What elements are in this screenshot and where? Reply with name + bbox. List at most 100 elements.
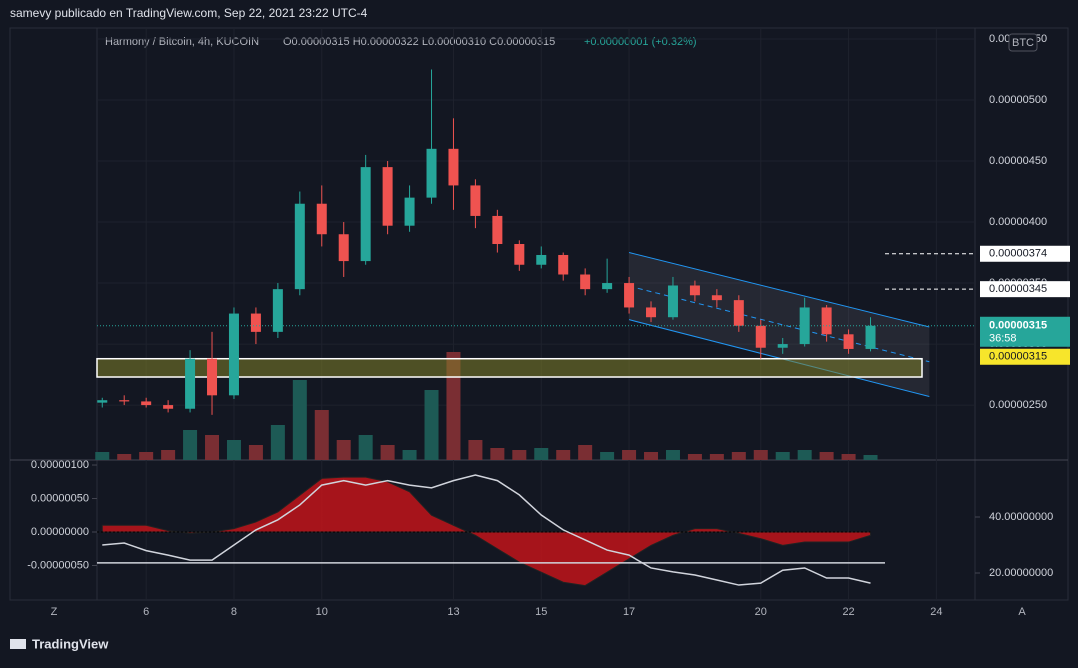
price-label: 0.00000374 [989,248,1047,260]
volume-bar [292,380,307,460]
button-a[interactable]: A [1018,606,1026,618]
y-tick-label: -0.00000050 [27,559,89,571]
candle-body [382,167,393,226]
volume-bar [314,410,329,460]
volume-bar [139,452,154,460]
candle-body [711,295,722,301]
candle-body [777,344,788,348]
candle-body [294,203,305,290]
volume-bar [402,450,417,460]
volume-bar [270,425,285,460]
currency-badge [1008,33,1038,52]
last-price-box [980,316,1070,347]
price-label-box [980,281,1070,298]
y-tick-label: 0.00000100 [31,459,89,471]
candle-body [426,148,437,198]
volume-bar [183,430,198,460]
candle-body [536,254,547,265]
volume-bar [775,452,790,460]
candle-body [272,289,283,332]
candle-body [733,300,744,326]
volume-bar [205,435,220,460]
volume-bar [248,445,263,460]
x-tick-label: 6 [143,606,149,618]
volume-bar [117,454,132,460]
y-tick-label: 0.00000250 [989,399,1047,411]
volume-bar [687,454,702,460]
volume-bar [600,452,615,460]
candle-body [207,358,218,396]
candle-body [448,148,459,186]
candle-body [799,307,810,345]
volume-bar [753,450,768,460]
logo: TradingView [10,636,109,651]
button-z[interactable]: Z [51,606,58,618]
change: +0.00000001 (+0.32%) [584,36,697,48]
volume-bar [161,450,176,460]
x-tick-label: 22 [842,606,854,618]
y-tick-label: 0.00000050 [31,492,89,504]
y2-tick-label: 40.00000000 [989,511,1053,523]
candle-body [667,285,678,318]
channel-mid [628,285,930,363]
candle-body [602,283,613,290]
zone-label-box [980,348,1070,365]
publisher: samevy publicado en TradingView.com, Sep… [10,6,368,20]
volume-bar [731,452,746,460]
y-tick-label: 0.00000450 [989,155,1047,167]
volume-bar [841,454,856,460]
candle-body [228,313,239,396]
volume-bar [534,448,549,460]
volume-bar [226,440,241,460]
candle-body [843,334,854,349]
logo-text: TradingView [32,636,109,651]
candle-body [316,203,327,235]
x-tick-label: 24 [930,606,942,618]
price-label-box [980,245,1070,262]
logo-mark [10,639,26,649]
y-tick-label: 0.00000400 [989,216,1047,228]
currency: BTC [1012,37,1034,49]
candle-body [470,185,481,216]
candle-body [360,167,371,262]
volume-bar [490,448,505,460]
volume-bar [446,352,461,460]
oscillator-area [101,476,872,587]
volume-bar [797,450,812,460]
candle-body [163,405,174,409]
volume-bar [468,440,483,460]
candle-body [97,400,108,403]
last-price: 0.00000315 [989,320,1047,332]
x-tick-label: 8 [231,606,237,618]
countdown: 36:58 [989,333,1017,345]
volume-bar [424,390,439,460]
ohlc: O0.00000315 H0.00000322 L0.00000310 C0.0… [283,36,555,48]
volume-bar [358,435,373,460]
candle-body [185,358,196,409]
volume-bar [556,450,571,460]
volume-bar [578,445,593,460]
x-tick-label: 17 [623,606,635,618]
channel-upper [628,252,930,328]
candle-body [250,313,261,332]
x-tick-label: 20 [755,606,767,618]
candle-body [580,274,591,290]
volume-bar [95,452,110,460]
candle-body [624,283,635,308]
candle-body [119,400,130,402]
x-tick-label: 15 [535,606,547,618]
y-tick-label: 0.00000000 [31,526,89,538]
candle-body [141,401,152,406]
candle-body [404,197,415,226]
support-zone [96,357,923,378]
frame [9,27,1069,601]
candle-body [338,234,349,262]
x-tick-label: 10 [316,606,328,618]
candle-body [821,307,832,335]
candle-body [492,215,503,244]
oscillator-line [102,474,871,586]
volume-bar [622,450,637,460]
volume-bar [336,440,351,460]
volume-bar [709,454,724,460]
y2-tick-label: 20.00000000 [989,567,1053,579]
